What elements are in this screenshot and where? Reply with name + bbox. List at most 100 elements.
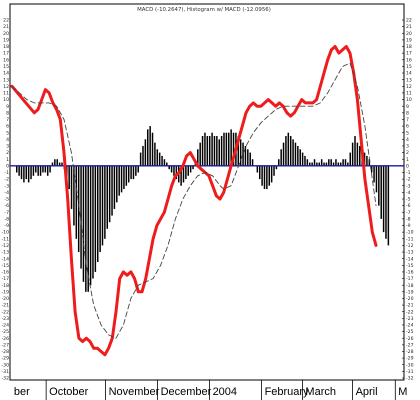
histogram-bar <box>77 165 80 253</box>
y-tick-label-left: -5 <box>4 197 9 203</box>
y-tick-label-right: 4 <box>406 137 409 143</box>
y-tick-label-right: 20 <box>406 31 412 37</box>
histogram-bar <box>175 165 178 180</box>
histogram-bar <box>311 162 313 166</box>
plot-frame <box>9 3 405 381</box>
y-tick-label-right: 3 <box>406 144 409 150</box>
histogram-bar <box>335 159 337 166</box>
y-tick-label-left: 18 <box>3 44 9 50</box>
histogram-bar <box>263 165 266 190</box>
histogram-bar <box>380 165 382 219</box>
histogram-bar <box>261 165 263 186</box>
y-tick-label-right: -15 <box>406 263 414 269</box>
histogram-bar <box>268 165 270 186</box>
y-tick-label-left: -19 <box>1 289 9 295</box>
y-tick-label-right: 13 <box>406 77 412 83</box>
y-tick-label-left: -16 <box>1 270 9 276</box>
histogram-bar <box>25 165 28 180</box>
histogram-bar <box>239 139 242 166</box>
histogram-bar <box>242 142 244 166</box>
histogram-bar <box>185 165 187 180</box>
y-tick-label-left: -7 <box>4 210 9 216</box>
y-tick-label-right: -4 <box>406 190 411 196</box>
histogram-bar <box>313 159 316 166</box>
y-tick-label-left: -14 <box>1 256 9 262</box>
y-tick-label-left: 15 <box>3 64 9 70</box>
histogram-bar <box>201 136 204 166</box>
histogram-bar <box>218 139 220 166</box>
histogram-bar <box>32 165 35 176</box>
histogram-bar <box>135 165 137 176</box>
histogram-bar <box>278 159 280 166</box>
histogram-bar <box>23 165 25 183</box>
histogram-bar <box>344 159 347 166</box>
histogram-bar <box>51 162 54 166</box>
histogram-bar <box>37 165 39 176</box>
histogram-bar <box>120 165 123 193</box>
histogram-bar <box>70 165 73 209</box>
y-tick-label-right: 7 <box>406 117 409 123</box>
y-tick-label-right: -31 <box>406 369 414 375</box>
histogram-bar <box>356 142 359 166</box>
x-month-label: April <box>356 386 378 398</box>
y-tick-label-right: -32 <box>406 376 414 382</box>
histogram-bar <box>363 152 366 166</box>
y-tick-label-left: -4 <box>4 190 9 196</box>
histogram-bar <box>182 165 185 183</box>
y-tick-label-left: 22 <box>3 18 9 24</box>
histogram-bar <box>151 132 154 166</box>
y-tick-label-left: -6 <box>4 203 9 209</box>
histogram-bar <box>187 165 190 176</box>
y-tick-label-left: -18 <box>1 283 9 289</box>
y-tick-label-left: -29 <box>1 356 9 362</box>
y-tick-label-right: -14 <box>406 256 414 262</box>
histogram-bar <box>323 162 325 166</box>
y-tick-label-right: 8 <box>406 110 409 116</box>
y-tick-label-right: 16 <box>406 57 412 63</box>
y-tick-label-left: 0 <box>6 163 9 169</box>
histogram-bar <box>247 149 249 166</box>
histogram-bar <box>99 165 101 253</box>
histogram-bar <box>294 142 297 166</box>
histogram-bar <box>366 155 368 166</box>
histogram-bar <box>144 139 147 166</box>
x-month-label: February <box>265 386 310 398</box>
histogram-bar <box>197 149 199 166</box>
y-tick-label-right: 21 <box>406 24 412 30</box>
histogram-bar <box>251 159 254 166</box>
y-tick-label-left: 2 <box>6 150 9 156</box>
y-tick-label-right: 11 <box>406 91 412 97</box>
histogram-bar <box>306 159 309 166</box>
series <box>10 45 378 357</box>
y-tick-label-left: 8 <box>6 110 9 116</box>
histogram-bar <box>137 165 139 173</box>
y-tick-label-left: 10 <box>3 97 9 103</box>
y-tick-label-left: -27 <box>1 342 9 348</box>
y-tick-label-left: -1 <box>4 170 9 176</box>
y-tick-label-right: -7 <box>406 210 411 216</box>
histogram-bar <box>368 159 371 166</box>
histogram-bar <box>101 165 104 246</box>
y-tick-label-left: -3 <box>4 183 9 189</box>
histogram-bar <box>387 165 390 246</box>
y-tick-label-left: -22 <box>1 309 9 315</box>
y-tick-label-left: -21 <box>1 303 9 309</box>
histogram-bar <box>92 165 94 279</box>
y-tick-label-right: 22 <box>406 18 412 24</box>
histogram-bar <box>173 165 175 176</box>
y-tick-label-right: 5 <box>406 130 409 136</box>
x-month-label: ber <box>14 386 30 398</box>
histogram-bar <box>328 159 330 166</box>
x-month-label: 2004 <box>213 386 237 398</box>
histogram-bar <box>208 136 211 166</box>
y-tick-label-left: -13 <box>1 250 9 256</box>
y-tick-label-right: -13 <box>406 250 414 256</box>
histogram-bar <box>80 165 82 269</box>
y-tick-label-left: 11 <box>3 91 9 97</box>
histogram-bar <box>73 165 75 226</box>
y-tick-label-left: -30 <box>1 362 9 368</box>
histogram-bar <box>46 165 49 176</box>
y-tick-label-left: -9 <box>4 223 9 229</box>
